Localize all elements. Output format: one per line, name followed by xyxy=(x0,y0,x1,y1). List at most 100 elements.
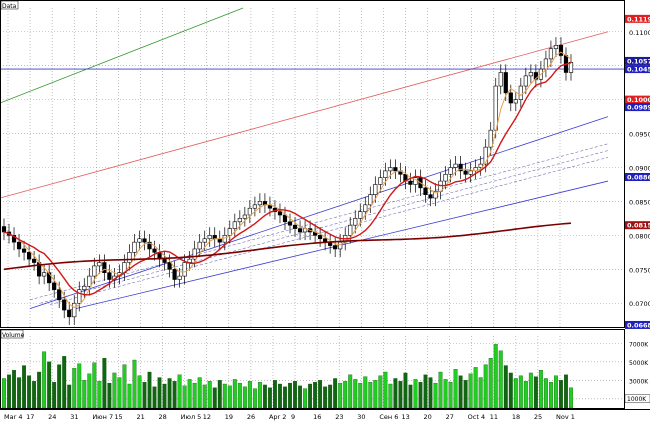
volume-bar xyxy=(303,388,308,409)
price-tag-label: 0.1045 xyxy=(627,66,650,74)
moving-averages xyxy=(3,51,572,309)
candle-body xyxy=(518,85,523,100)
volume-bar xyxy=(207,381,212,409)
volume-bar xyxy=(142,382,147,409)
volume-bar xyxy=(237,382,242,409)
volume-bar xyxy=(393,378,398,409)
volume-bar xyxy=(363,376,368,409)
x-tick-label: Oct 4 xyxy=(468,413,485,421)
candle-body xyxy=(548,48,554,60)
x-tick-label: 27 xyxy=(446,413,454,421)
volume-bar xyxy=(112,372,117,409)
candle-body xyxy=(318,235,323,240)
candle-body xyxy=(498,72,503,87)
price-tag-bg xyxy=(625,14,650,23)
volume-bar xyxy=(298,385,302,409)
price-tag-label: 0.0815 xyxy=(627,222,650,230)
volume-label-box xyxy=(0,329,24,339)
candle-body xyxy=(102,262,107,274)
candle-body xyxy=(21,248,27,253)
price-panel-frame xyxy=(0,0,625,328)
volume-bar xyxy=(247,381,252,409)
price-tag-label: 0.1000 xyxy=(627,96,650,104)
candle-body xyxy=(222,235,227,243)
price-tag-bg xyxy=(625,221,650,230)
volume-bar xyxy=(343,381,348,409)
candle-body xyxy=(92,265,97,277)
volume-bar xyxy=(62,356,67,409)
volume-bar xyxy=(478,377,483,409)
candle-body xyxy=(32,258,37,263)
x-tick-label: 28 xyxy=(159,413,167,421)
volume-bar xyxy=(313,382,318,409)
volume-bar xyxy=(488,358,493,409)
volume-bar xyxy=(333,378,338,409)
x-tick-label: Сен 6 xyxy=(379,413,398,421)
candle-body xyxy=(237,218,242,223)
x-tick-label: 15 xyxy=(114,413,122,421)
candle-body xyxy=(287,221,293,226)
candle-body xyxy=(408,180,413,185)
volume-bar xyxy=(378,375,383,409)
candle-body xyxy=(333,245,338,250)
x-tick-label: 11 xyxy=(490,413,498,421)
volume-bar xyxy=(498,350,503,409)
x-tick-label: 16 xyxy=(313,413,321,421)
candle-body xyxy=(553,45,559,50)
candle-body xyxy=(242,214,247,219)
volume-last-tag: 1000K xyxy=(627,396,647,403)
volume-bar xyxy=(373,380,378,409)
volume-bar xyxy=(7,374,11,409)
volume-bar xyxy=(463,380,468,409)
candle-body xyxy=(167,262,172,270)
candle-body xyxy=(388,167,393,172)
volume-last-tag-bg xyxy=(624,394,650,403)
volume-bar xyxy=(418,382,423,409)
candle-body xyxy=(1,226,7,233)
volume-bar xyxy=(428,377,433,409)
red-trendline xyxy=(0,31,609,199)
candle-body xyxy=(132,241,137,253)
candle-body xyxy=(568,61,574,73)
candle-body xyxy=(282,214,288,223)
volume-bar xyxy=(503,365,508,409)
volume-bar xyxy=(423,374,428,409)
volume-bar xyxy=(227,385,232,409)
volume-bar xyxy=(458,375,463,409)
candle-body xyxy=(478,163,483,168)
volume-bar xyxy=(107,382,112,409)
price-tag-bg xyxy=(625,95,650,104)
price-tag-label: 0.0668 xyxy=(627,321,650,329)
y-tick-label: 0.0900 xyxy=(629,165,650,173)
volume-bar xyxy=(528,372,533,409)
volume-tick-label: 7000K xyxy=(629,341,649,348)
candle-body xyxy=(458,163,463,172)
volume-bar xyxy=(358,382,363,409)
candle-body xyxy=(202,238,207,243)
volume-bar xyxy=(22,365,27,409)
x-tick-label: 31 xyxy=(70,413,78,421)
candle-body xyxy=(483,146,488,165)
candle-body xyxy=(523,75,528,87)
candle-body xyxy=(353,218,358,226)
volume-bar xyxy=(273,380,277,409)
volume-bar xyxy=(283,386,287,409)
fib-line-3 xyxy=(49,157,609,305)
candle-body xyxy=(172,269,177,280)
y-tick-label: 0.0700 xyxy=(629,300,650,308)
candle-body xyxy=(373,184,378,195)
volume-bar xyxy=(553,375,558,409)
x-tick-label: 30 xyxy=(357,413,365,421)
volume-bar xyxy=(323,386,328,409)
volume-bar xyxy=(87,373,92,409)
green-trendline xyxy=(0,7,244,104)
candle-body xyxy=(67,309,72,318)
candle-body xyxy=(433,190,438,199)
y-tick-label: 0.0850 xyxy=(629,198,650,206)
volume-bar xyxy=(32,381,37,409)
volume-bar xyxy=(257,382,262,409)
volume-tick-label: 3000K xyxy=(629,378,649,385)
volume-bar xyxy=(82,380,87,409)
